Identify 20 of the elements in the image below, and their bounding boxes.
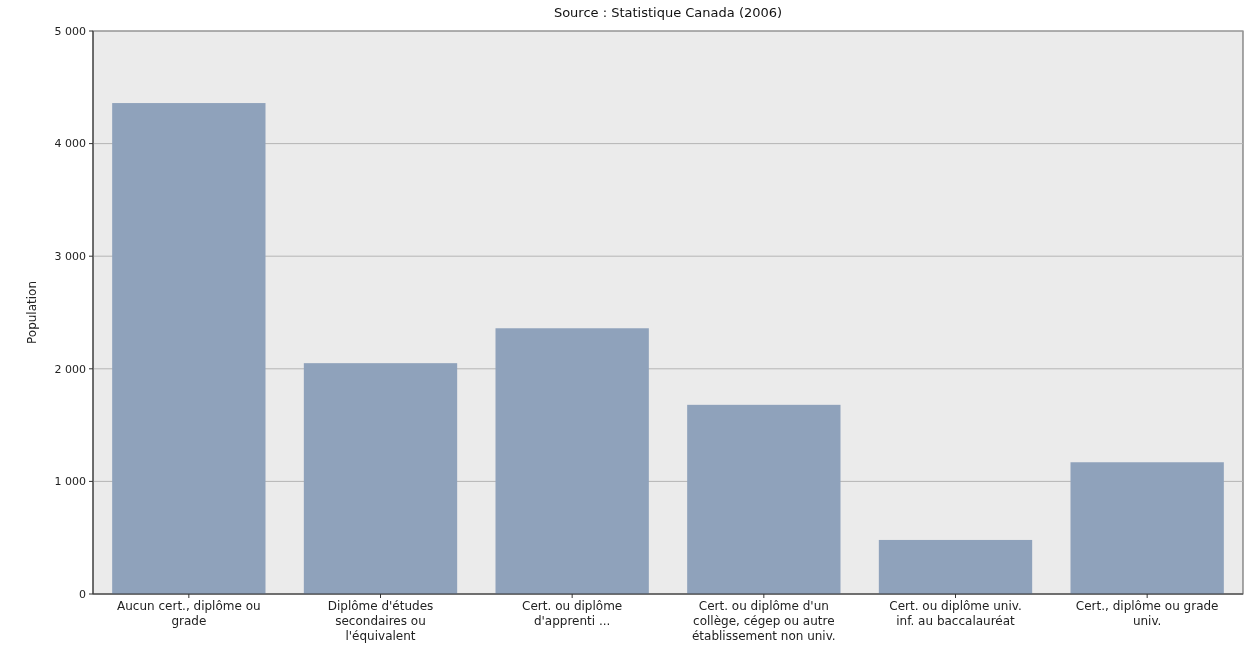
x-tick-label: Cert., diplôme ou grade univ. [1075, 599, 1219, 628]
y-tick-label: 2 000 [54, 362, 86, 376]
x-tick-label: Cert. ou diplôme univ. inf. au baccalauréat [889, 599, 1022, 628]
bar [303, 363, 458, 594]
y-tick-label: 0 [79, 587, 86, 601]
y-tick-label: 1 000 [54, 475, 86, 489]
x-tick-label: Cert. ou diplôme d'un collège, cégep ou autre établissement non univ. [691, 599, 836, 643]
y-tick-label: 3 000 [54, 250, 86, 264]
x-tick-label: Diplôme d'études secondaires ou l'équivalent [327, 599, 434, 643]
y-tick-label: 5 000 [54, 24, 86, 38]
x-tick-label: Aucun cert., diplôme ou grade [117, 599, 261, 628]
x-tick-label: Cert. ou diplôme d'apprenti ... [522, 599, 623, 628]
y-tick-label: 4 000 [54, 137, 86, 151]
bar [878, 539, 1033, 594]
chart-title: Source : Statistique Canada (2006) [553, 5, 783, 20]
bar [687, 404, 841, 594]
y-axis-title: Population [25, 280, 39, 345]
bar [1070, 462, 1224, 594]
bar [112, 103, 266, 594]
bar [495, 328, 649, 594]
